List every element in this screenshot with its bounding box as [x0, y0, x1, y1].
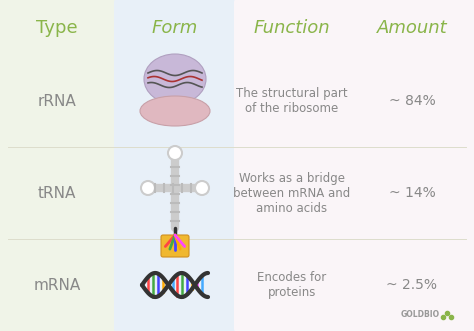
Text: Works as a bridge
between mRNA and
amino acids: Works as a bridge between mRNA and amino…	[233, 171, 351, 214]
Text: mRNA: mRNA	[33, 277, 81, 293]
Text: Form: Form	[152, 19, 198, 36]
Ellipse shape	[140, 96, 210, 126]
Text: Function: Function	[254, 19, 330, 36]
Circle shape	[141, 181, 155, 195]
FancyBboxPatch shape	[161, 235, 189, 257]
Text: ~ 2.5%: ~ 2.5%	[386, 278, 438, 292]
Circle shape	[168, 146, 182, 160]
Text: ~ 84%: ~ 84%	[389, 94, 436, 108]
Ellipse shape	[144, 54, 206, 104]
Text: Amount: Amount	[377, 19, 447, 36]
Text: Encodes for
proteins: Encodes for proteins	[257, 271, 327, 299]
FancyBboxPatch shape	[114, 0, 236, 331]
Text: tRNA: tRNA	[38, 185, 76, 201]
FancyBboxPatch shape	[234, 0, 474, 331]
Text: Type: Type	[36, 19, 78, 36]
Text: The structural part
of the ribosome: The structural part of the ribosome	[236, 87, 348, 115]
Text: ~ 14%: ~ 14%	[389, 186, 436, 200]
FancyBboxPatch shape	[0, 0, 116, 331]
Text: GOLDBIO: GOLDBIO	[401, 310, 440, 319]
Text: rRNA: rRNA	[37, 93, 76, 109]
Circle shape	[195, 181, 209, 195]
